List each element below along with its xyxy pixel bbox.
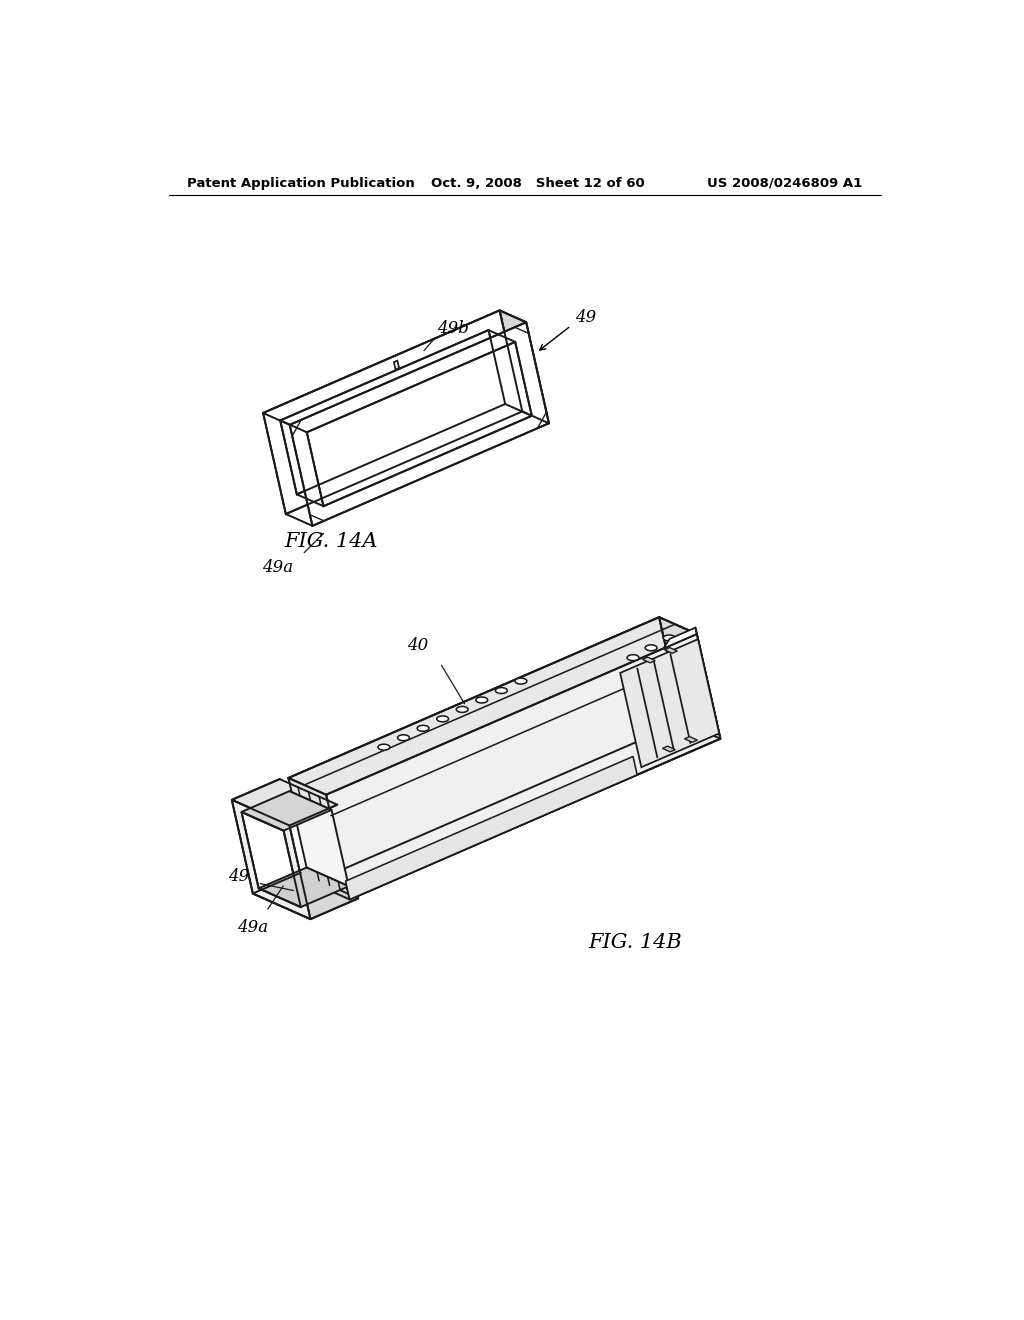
Ellipse shape	[436, 715, 449, 722]
Polygon shape	[659, 618, 720, 739]
Text: FIG. 14A: FIG. 14A	[285, 532, 378, 552]
Text: US 2008/0246809 A1: US 2008/0246809 A1	[707, 177, 862, 190]
Ellipse shape	[627, 655, 639, 660]
Ellipse shape	[378, 744, 390, 750]
Polygon shape	[307, 342, 531, 506]
Polygon shape	[281, 330, 515, 432]
Text: 49a: 49a	[237, 919, 268, 936]
Polygon shape	[663, 746, 675, 752]
Polygon shape	[281, 421, 324, 506]
Polygon shape	[312, 722, 720, 899]
Polygon shape	[290, 791, 349, 886]
Polygon shape	[642, 657, 655, 663]
Polygon shape	[263, 310, 526, 425]
Polygon shape	[621, 639, 719, 767]
Polygon shape	[289, 618, 683, 883]
Polygon shape	[231, 800, 310, 919]
Ellipse shape	[457, 706, 468, 713]
Text: 49b: 49b	[437, 319, 469, 337]
Ellipse shape	[515, 678, 527, 684]
Text: 49: 49	[574, 309, 596, 326]
Polygon shape	[665, 648, 677, 653]
Polygon shape	[259, 867, 349, 907]
Polygon shape	[488, 330, 531, 416]
Ellipse shape	[645, 645, 657, 651]
Polygon shape	[289, 618, 696, 795]
Polygon shape	[500, 310, 549, 424]
Polygon shape	[297, 404, 531, 506]
Polygon shape	[684, 737, 697, 742]
Ellipse shape	[496, 688, 507, 693]
Text: FIG. 14B: FIG. 14B	[589, 933, 682, 952]
Text: Patent Application Publication: Patent Application Publication	[186, 177, 415, 190]
Polygon shape	[394, 360, 399, 370]
Polygon shape	[263, 310, 522, 513]
Ellipse shape	[476, 697, 487, 704]
Text: 49: 49	[228, 869, 249, 886]
Ellipse shape	[417, 725, 429, 731]
Polygon shape	[664, 628, 696, 648]
Polygon shape	[231, 779, 337, 825]
Ellipse shape	[664, 635, 675, 642]
Text: 49a: 49a	[262, 558, 293, 576]
Polygon shape	[345, 756, 637, 899]
Polygon shape	[290, 322, 549, 525]
Polygon shape	[242, 791, 332, 830]
Ellipse shape	[397, 735, 410, 741]
Polygon shape	[253, 873, 358, 919]
Text: 40: 40	[407, 636, 428, 653]
Polygon shape	[289, 777, 350, 899]
Polygon shape	[242, 812, 301, 907]
Polygon shape	[326, 634, 720, 899]
Polygon shape	[281, 330, 505, 495]
Text: Oct. 9, 2008   Sheet 12 of 60: Oct. 9, 2008 Sheet 12 of 60	[431, 177, 645, 190]
